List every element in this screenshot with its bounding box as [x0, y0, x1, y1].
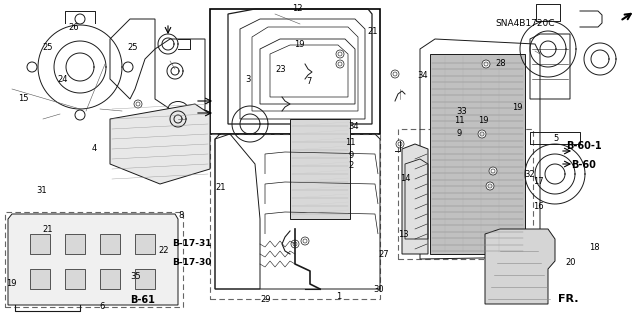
Text: 17: 17: [534, 177, 544, 186]
Polygon shape: [485, 229, 555, 304]
Text: 19: 19: [6, 279, 17, 288]
Circle shape: [291, 240, 299, 248]
Text: 28: 28: [495, 59, 506, 68]
Text: 21: 21: [216, 183, 226, 192]
Text: 19: 19: [512, 103, 522, 112]
Text: 21: 21: [368, 27, 378, 36]
Circle shape: [336, 50, 344, 58]
Text: 3: 3: [246, 75, 251, 84]
Circle shape: [489, 167, 497, 175]
Text: FR.: FR.: [558, 294, 579, 304]
Text: 2: 2: [348, 161, 353, 170]
Text: 19: 19: [478, 116, 488, 125]
Polygon shape: [8, 214, 178, 305]
Text: 32: 32: [525, 170, 535, 179]
Text: B-60-1: B-60-1: [566, 141, 602, 151]
Text: 20: 20: [566, 258, 576, 267]
Text: B-61: B-61: [130, 295, 154, 305]
Bar: [430, 54, 525, 254]
Text: 26: 26: [68, 23, 79, 32]
Circle shape: [391, 70, 399, 78]
Text: 15: 15: [18, 94, 28, 103]
Text: 30: 30: [374, 285, 384, 294]
Text: 6: 6: [100, 302, 105, 311]
Bar: [100, 269, 120, 289]
Text: 4: 4: [92, 144, 97, 153]
Bar: [398, 129, 533, 259]
Text: SNA4B1720C: SNA4B1720C: [495, 19, 554, 28]
Circle shape: [134, 100, 142, 108]
Polygon shape: [402, 144, 428, 254]
Text: 35: 35: [131, 272, 141, 281]
Text: 1: 1: [337, 292, 342, 301]
Bar: [135, 269, 155, 289]
Text: 25: 25: [128, 43, 138, 52]
Bar: [30, 269, 50, 289]
Text: B-60: B-60: [572, 160, 596, 170]
Bar: [100, 234, 120, 254]
Circle shape: [478, 130, 486, 138]
Text: 9: 9: [348, 151, 353, 160]
Bar: [210, 134, 380, 299]
Text: 8: 8: [179, 211, 184, 220]
Bar: [30, 234, 50, 254]
Polygon shape: [110, 104, 210, 184]
Text: 18: 18: [589, 243, 599, 252]
Text: 23: 23: [275, 65, 285, 74]
Text: 13: 13: [398, 230, 408, 239]
Bar: [65, 234, 85, 254]
Text: 33: 33: [457, 107, 467, 115]
Text: 12: 12: [292, 4, 303, 13]
Text: 19: 19: [294, 40, 305, 48]
Text: 29: 29: [260, 295, 271, 304]
Text: 5: 5: [553, 134, 558, 143]
Text: 11: 11: [454, 116, 465, 125]
Bar: [5, 212, 183, 307]
Text: 14: 14: [400, 174, 410, 182]
Bar: [290, 119, 350, 219]
Bar: [65, 269, 85, 289]
Circle shape: [486, 182, 494, 190]
Circle shape: [336, 60, 344, 68]
Text: 25: 25: [43, 43, 53, 52]
Text: 31: 31: [36, 186, 47, 195]
Text: 24: 24: [58, 75, 68, 84]
Text: 11: 11: [346, 138, 356, 147]
Text: 9: 9: [457, 129, 462, 138]
Text: 16: 16: [534, 202, 544, 211]
Text: 22: 22: [158, 246, 168, 255]
Text: B-17-30: B-17-30: [172, 258, 212, 267]
Text: 27: 27: [379, 250, 389, 259]
Text: 34: 34: [417, 71, 428, 80]
Circle shape: [482, 60, 490, 68]
Text: 34: 34: [348, 122, 358, 131]
Bar: [210, 9, 380, 134]
Circle shape: [301, 237, 309, 245]
Text: B-17-31: B-17-31: [172, 239, 212, 248]
Text: 21: 21: [43, 225, 53, 234]
Bar: [135, 234, 155, 254]
Text: 7: 7: [307, 77, 312, 86]
Circle shape: [396, 140, 404, 148]
